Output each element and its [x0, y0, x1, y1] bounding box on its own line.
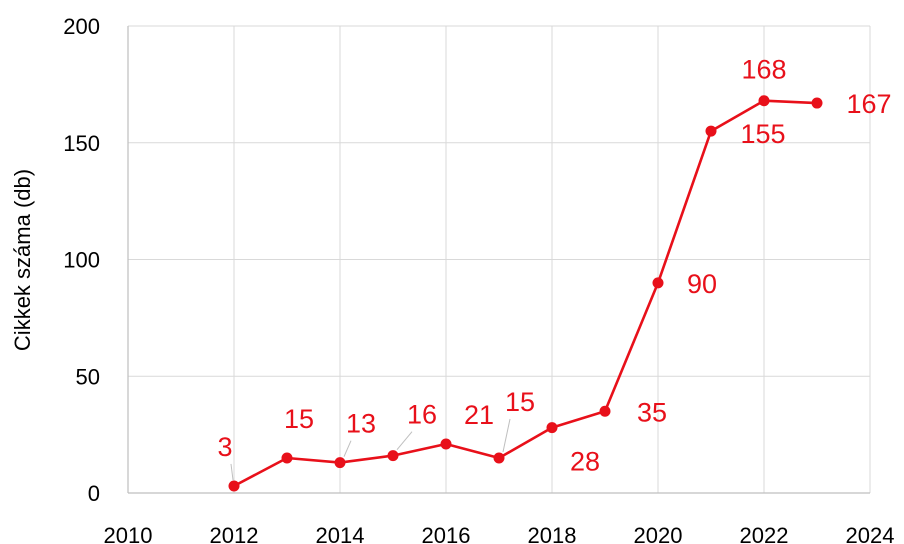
- x-tick-label: 2018: [528, 523, 577, 544]
- label-leader-lines: [230, 418, 511, 481]
- data-label: 155: [740, 119, 785, 149]
- x-tick-label: 2012: [210, 523, 259, 544]
- data-label: 35: [637, 397, 667, 427]
- y-tick-label: 100: [63, 248, 100, 273]
- x-tick-label: 2022: [740, 523, 789, 544]
- leader-line: [230, 463, 234, 481]
- data-point: [334, 457, 346, 469]
- y-tick-label: 200: [63, 14, 100, 39]
- x-tick-label: 2010: [104, 523, 153, 544]
- data-label: 167: [846, 89, 891, 119]
- data-label: 15: [284, 404, 314, 434]
- data-label: 21: [464, 400, 494, 430]
- leader-line: [343, 440, 352, 457]
- data-point: [705, 125, 717, 137]
- data-point: [652, 277, 664, 289]
- data-point: [281, 452, 293, 464]
- data-point: [493, 452, 505, 464]
- x-tick-label: 2020: [634, 523, 683, 544]
- data-label: 15: [505, 387, 535, 417]
- data-point: [811, 97, 823, 109]
- data-label: 13: [346, 409, 376, 439]
- data-point: [228, 480, 240, 492]
- x-tick-label: 2014: [316, 523, 365, 544]
- tick-labels: 2010 2012 2014 2016 2018 2020 2022 2024 0 50 100 15…: [63, 14, 894, 544]
- data-point: [599, 405, 611, 417]
- data-label: 168: [741, 55, 786, 85]
- leader-line: [396, 431, 413, 450]
- data-point: [546, 422, 558, 434]
- data-series: [228, 95, 823, 492]
- y-tick-label: 0: [88, 481, 100, 506]
- x-tick-label: 2016: [422, 523, 471, 544]
- y-axis-title: Cikkek száma (db): [10, 169, 35, 351]
- y-tick-label: 150: [63, 131, 100, 156]
- data-label: 28: [570, 447, 600, 477]
- series-line: [233, 99, 818, 488]
- data-label: 90: [687, 269, 717, 299]
- y-tick-label: 50: [76, 364, 100, 389]
- leader-line: [502, 418, 511, 453]
- data-point: [758, 95, 770, 107]
- axes: [127, 26, 870, 494]
- data-point: [387, 450, 399, 462]
- data-label: 16: [407, 400, 437, 430]
- grid: [128, 25, 871, 493]
- data-labels: 3 15 13 16 21 15 28 35 90 155 168 167: [217, 55, 891, 477]
- data-label: 3: [217, 432, 232, 462]
- data-point: [440, 438, 452, 450]
- x-tick-label: 2024: [846, 523, 895, 544]
